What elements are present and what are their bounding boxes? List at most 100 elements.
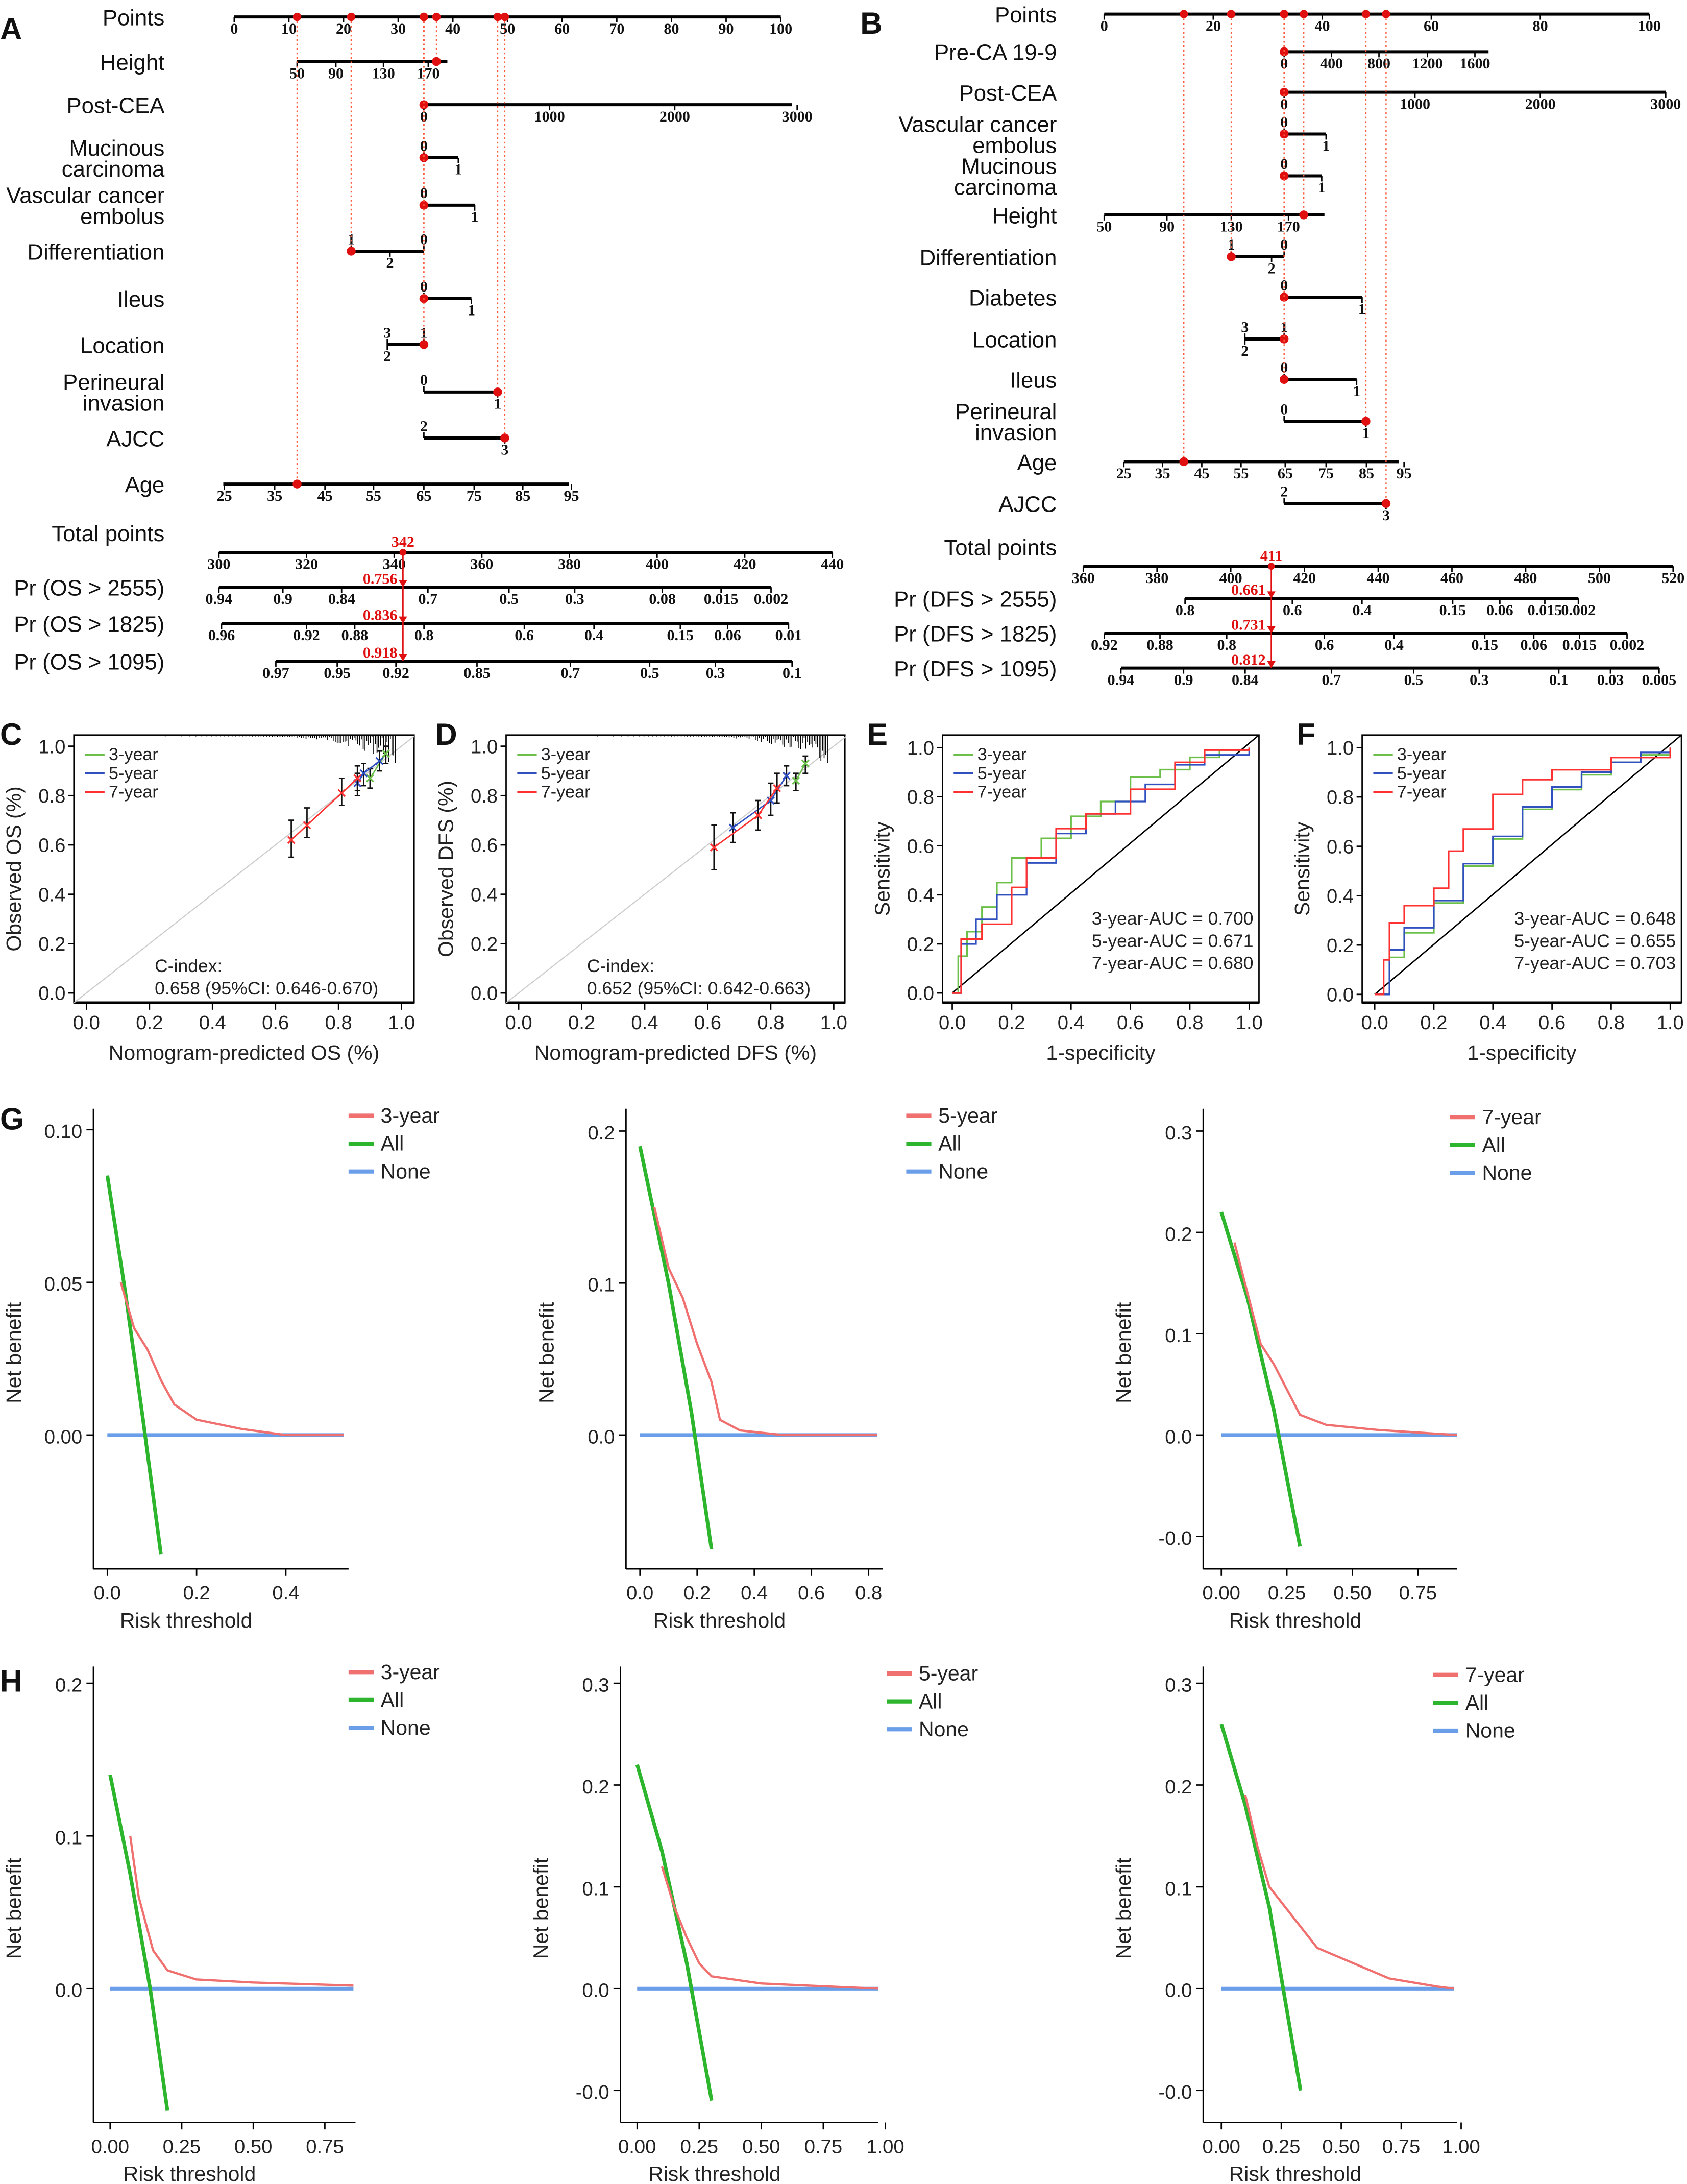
y-tick-label: 0.1	[1165, 1325, 1192, 1347]
roc-curve-7-year	[952, 747, 1250, 994]
y-tick-label: 0.0	[38, 983, 65, 1005]
x-tick-label: 0.25	[680, 2136, 718, 2158]
tick-label: 0.3	[565, 591, 584, 608]
nomogram-row: Diabetes 0 1	[969, 10, 1366, 318]
curve-5-year	[661, 1866, 878, 1990]
probability-axis: Pr (DFS > 1095) 0.94 0.9 0.84 0.7 0.5 0.3 0.1 0.…	[894, 633, 1676, 688]
probability-value: 0.661	[1231, 581, 1266, 598]
legend-label: 3-year	[1397, 745, 1447, 764]
curve-7-year	[1244, 1794, 1454, 1990]
tick-label: 400	[646, 556, 669, 573]
tick-label: 0.94	[206, 591, 233, 608]
tick-label: 0.1	[783, 665, 802, 682]
tick-label: 3	[501, 442, 508, 458]
x-tick-label: 0.00	[91, 2136, 129, 2158]
x-tick-label: 0.50	[742, 2136, 780, 2158]
tick-label: 1000	[534, 108, 565, 125]
x-tick-label: 0.75	[1382, 2136, 1420, 2158]
nomogram-row: Points 0 10 20 30 40 50 60 70 80 90 100	[103, 5, 792, 37]
tick-label: 380	[558, 556, 581, 573]
y-tick-label: 0.10	[44, 1121, 82, 1143]
tick-label: 380	[1145, 570, 1168, 587]
y-tick-label: 0.4	[38, 884, 65, 906]
auc-label: 5-year-AUC = 0.671	[1092, 931, 1254, 951]
arrow-head-icon	[399, 580, 407, 588]
y-tick-label: 0.0	[907, 983, 934, 1005]
arrow-head-icon	[1267, 626, 1276, 634]
y-tick-label: 0.05	[44, 1273, 82, 1295]
tick-label: 0.15	[667, 627, 694, 644]
panel-label: H	[0, 1664, 22, 1698]
legend-label: 3-year	[109, 745, 158, 764]
y-tick-label: 0.6	[38, 835, 65, 857]
selected-value-marker	[432, 57, 441, 66]
tick-label: 0.06	[1486, 602, 1513, 619]
tick-label: 0.1	[1549, 671, 1569, 688]
row-label: Mucinous	[69, 136, 164, 161]
tick-label: 170	[417, 65, 439, 82]
y-tick-label: 0.6	[907, 835, 934, 857]
selected-value-marker	[1279, 87, 1289, 97]
y-tick-label: 0.2	[1165, 1223, 1192, 1245]
tick-label: 3	[383, 324, 391, 341]
decision-curve-panel: G 0.0 0.2 0.4 0.10 0.05 0.00 Risk threshold Net …	[0, 1102, 440, 1632]
legend-label: All	[381, 1132, 404, 1155]
tick-label: 0	[420, 185, 428, 202]
calibration-line	[732, 775, 787, 829]
x-tick-label: 0.8	[325, 1012, 352, 1034]
probability-axis: Pr (OS > 1825) 0.96 0.92 0.88 0.8 0.6 0.4 0.15 0…	[14, 587, 802, 644]
tick-label: 1	[454, 161, 462, 178]
tick-label: 0.015	[1562, 637, 1597, 653]
x-tick-label: 0.4	[1058, 1012, 1085, 1034]
tick-label: 300	[207, 556, 230, 573]
x-tick-label: 0.4	[631, 1012, 658, 1034]
tick-label: 0.8	[414, 627, 434, 644]
curve-all	[1219, 1723, 1303, 2091]
total-points-axis: Total points 300 320 340 360 380 400 420 440 342	[52, 521, 844, 573]
points-marker	[292, 12, 302, 21]
tick-label: 0.06	[1521, 637, 1548, 653]
x-axis-title: Risk threshold	[1229, 2162, 1362, 2184]
tick-label: 460	[1440, 570, 1463, 587]
y-tick-label: 1.0	[1327, 737, 1354, 759]
row-label: Total points	[944, 535, 1057, 560]
selected-value-marker	[1279, 375, 1289, 384]
tick-label: 20	[1206, 17, 1221, 34]
y-tick-label: 0.8	[471, 785, 498, 807]
x-tick-label: 0.25	[163, 2136, 201, 2158]
x-tick-label: 0.6	[262, 1012, 289, 1034]
series-3-year	[365, 745, 390, 789]
tick-label: 0.94	[1108, 671, 1135, 688]
legend-label: 3-year	[541, 745, 591, 764]
tick-label: 130	[372, 65, 395, 82]
tick-label: 1	[1358, 301, 1366, 318]
x-tick-label: 0.4	[272, 1582, 299, 1604]
panel-label: G	[0, 1102, 24, 1136]
tick-label: 95	[564, 488, 579, 504]
nomogram-row: Age 25 35 45 55 65 75 85 95	[125, 12, 579, 504]
tick-label: 1200	[1412, 55, 1443, 72]
tick-label: 0.97	[262, 665, 289, 682]
y-axis-title: Net benefit	[2, 1858, 26, 1959]
curve-all	[1219, 1211, 1302, 1547]
tick-label: 0.88	[1146, 637, 1173, 653]
y-tick-label: -0.0	[1158, 2081, 1192, 2103]
y-tick-label: 0.0	[582, 1980, 609, 2002]
tick-label: 50	[289, 65, 305, 82]
curve-3-year	[129, 1835, 354, 1987]
tick-label: 75	[1318, 465, 1334, 482]
tick-label: 85	[1359, 465, 1374, 482]
tick-label: 65	[1278, 465, 1293, 482]
total-points-value: 342	[392, 533, 414, 550]
tick-label: 0	[420, 372, 428, 389]
y-axis-title: Net benefit	[2, 1302, 26, 1403]
x-axis-title: Risk threshold	[124, 2162, 256, 2184]
row-label: embolus	[80, 204, 164, 229]
c-index-value: 0.652 (95%CI: 0.642-0.663)	[587, 978, 811, 999]
series-5-year	[728, 765, 791, 843]
y-tick-label: 0.8	[907, 786, 934, 808]
tick-label: 90	[719, 20, 734, 37]
x-tick-label: 0.2	[1420, 1012, 1447, 1034]
